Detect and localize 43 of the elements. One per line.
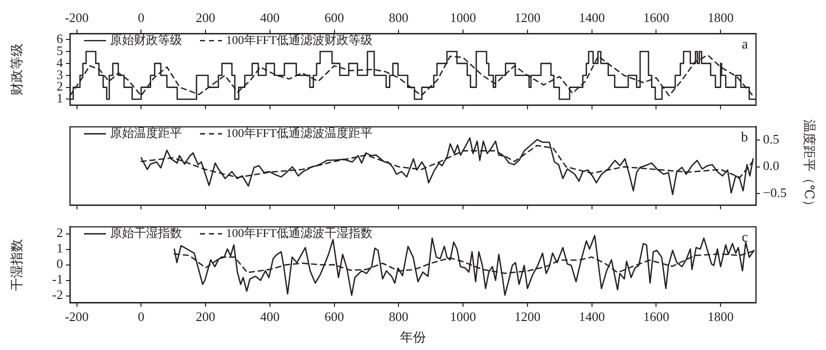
x-tick-label: 1800 xyxy=(708,309,734,324)
annotation: a xyxy=(742,37,749,52)
y-tick-label: -2 xyxy=(52,287,63,302)
x2-tick-label: 0 xyxy=(138,10,144,26)
y-tick-label: 2 xyxy=(56,225,63,240)
legend-label: 原始温度距平 xyxy=(110,126,182,140)
y-tick-label: 0 xyxy=(56,256,63,272)
x-tick-label: 800 xyxy=(388,309,408,324)
x-tick-label: 1600 xyxy=(643,309,670,324)
x2-tick-label: 1800 xyxy=(708,10,734,26)
y-tick-label: -1 xyxy=(52,272,63,287)
x2-tick-label: 1200 xyxy=(514,10,540,26)
legend-label: 原始财政等级 xyxy=(110,32,182,47)
x-tick-label: 0 xyxy=(138,309,144,324)
y2-tick-label: −0.5 xyxy=(763,184,787,200)
x-tick-label: 1200 xyxy=(514,309,540,324)
y-tick-label: 1 xyxy=(56,240,63,256)
x-tick-label: 600 xyxy=(324,309,344,324)
x-tick-label: -200 xyxy=(64,309,89,324)
x-tick-label: 1400 xyxy=(578,309,605,324)
x-tick-label: 1000 xyxy=(450,309,476,324)
annotation: c xyxy=(742,230,748,246)
legend-label: 100年FFT低通滤波财政等级 xyxy=(226,32,373,47)
x2-tick-label: -200 xyxy=(64,10,89,26)
y2-tick-label: 0.5 xyxy=(763,132,780,147)
legend-label: 100年FFT低通滤波温度距平 xyxy=(226,126,373,140)
y2-tick-label: 0.0 xyxy=(763,158,780,174)
x2-tick-label: 400 xyxy=(260,10,280,26)
legend-label: 原始干湿指数 xyxy=(110,226,182,240)
y-axis-title: 干湿指数 xyxy=(9,238,24,291)
annotation: b xyxy=(741,130,748,146)
x2-tick-label: 800 xyxy=(388,10,408,26)
x2-tick-label: 200 xyxy=(196,10,216,26)
x2-tick-label: 600 xyxy=(324,10,344,26)
legend-label: 100年FFT低通滤波干湿指数 xyxy=(226,226,373,240)
x-tick-label: 400 xyxy=(260,309,280,324)
x-axis-title: 年份 xyxy=(400,330,426,345)
x2-tick-label: 1600 xyxy=(643,10,670,26)
x2-tick-label: 1400 xyxy=(578,10,605,26)
y-axis-title: 财政等级 xyxy=(9,43,24,96)
y2-axis-title: 温度距平（℃） xyxy=(802,120,817,212)
x2-tick-label: 1000 xyxy=(450,10,476,26)
x-tick-label: 200 xyxy=(196,309,216,324)
